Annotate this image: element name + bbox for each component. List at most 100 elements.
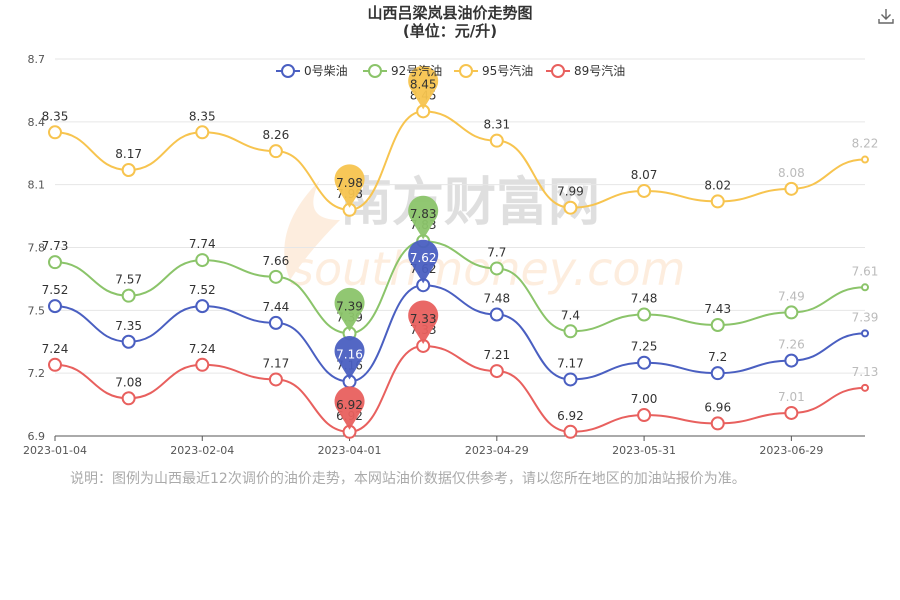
data-point[interactable] xyxy=(48,125,62,140)
y-tick-label: 8.7 xyxy=(28,53,46,66)
data-label: 6.96 xyxy=(704,400,731,414)
data-label: 7.01 xyxy=(778,390,805,404)
series-lines xyxy=(48,104,869,439)
legend-label: 89号汽油 xyxy=(574,63,625,78)
data-label: 7.35 xyxy=(115,319,142,333)
marker-pin-label: 7.16 xyxy=(336,348,363,362)
data-point[interactable] xyxy=(710,317,725,332)
data-point[interactable] xyxy=(784,405,799,420)
data-point[interactable] xyxy=(268,372,283,387)
data-point[interactable] xyxy=(710,416,725,431)
data-label: 7.26 xyxy=(778,338,805,352)
marker-pin: 8.45 xyxy=(408,65,439,110)
data-point[interactable] xyxy=(784,181,799,196)
data-label: 7.17 xyxy=(263,356,290,370)
legend-label: 0号柴油 xyxy=(304,64,348,78)
data-point[interactable] xyxy=(563,324,578,339)
y-tick-label: 7.5 xyxy=(28,304,46,317)
data-label: 7.73 xyxy=(42,239,69,253)
chart-title: 山西吕梁岚县油价走势图 xyxy=(367,4,533,22)
data-point[interactable] xyxy=(563,372,578,387)
data-point[interactable] xyxy=(48,357,62,372)
marker-pin-label: 7.83 xyxy=(410,207,437,221)
data-point[interactable] xyxy=(489,364,504,379)
legend-item[interactable]: 89号汽油 xyxy=(546,63,625,78)
data-label: 8.26 xyxy=(263,128,290,142)
marker-pin: 7.33 xyxy=(408,300,439,344)
data-point[interactable] xyxy=(489,307,504,322)
marker-pin: 7.39 xyxy=(334,287,365,332)
data-point[interactable] xyxy=(121,334,136,349)
data-point[interactable] xyxy=(637,408,652,423)
data-point[interactable] xyxy=(195,357,210,372)
marker-pin: 7.83 xyxy=(408,195,439,240)
data-point[interactable] xyxy=(121,391,136,406)
data-point[interactable] xyxy=(268,315,283,330)
data-label: 8.08 xyxy=(778,166,805,180)
data-point[interactable] xyxy=(48,255,62,270)
data-label: 7.39 xyxy=(852,310,879,324)
data-point[interactable] xyxy=(268,269,283,284)
data-label: 7.61 xyxy=(852,264,879,278)
data-label: 7.52 xyxy=(189,283,216,297)
data-label: 7.24 xyxy=(189,342,216,356)
legend-item[interactable]: 0号柴油 xyxy=(276,64,348,78)
x-tick-label: 2023-04-29 xyxy=(465,444,529,457)
download-button[interactable] xyxy=(876,6,896,26)
data-label: 7.74 xyxy=(189,237,216,251)
y-tick-label: 7.8 xyxy=(28,242,46,255)
data-label: 7.49 xyxy=(778,289,805,303)
marker-pin: 6.92 xyxy=(334,386,365,430)
data-point[interactable] xyxy=(861,155,869,164)
data-point[interactable] xyxy=(121,163,136,178)
data-label: 7.66 xyxy=(263,254,290,268)
x-tick-label: 2023-04-01 xyxy=(318,444,382,457)
marker-pin-label: 7.33 xyxy=(410,312,437,326)
data-point[interactable] xyxy=(48,299,62,314)
data-point[interactable] xyxy=(637,307,652,322)
series-line xyxy=(54,284,866,383)
legend: 0号柴油 92号汽油 95号汽油 89号汽油 xyxy=(276,63,625,78)
y-tick-label: 6.9 xyxy=(28,430,46,443)
data-point[interactable] xyxy=(121,288,136,303)
data-point[interactable] xyxy=(563,424,578,439)
data-point[interactable] xyxy=(784,305,799,320)
marker-pin-label: 8.45 xyxy=(410,77,437,91)
legend-icon xyxy=(551,64,565,78)
data-label: 7.13 xyxy=(852,365,879,379)
data-label: 8.22 xyxy=(852,137,879,151)
data-label: 8.17 xyxy=(115,147,142,161)
data-point[interactable] xyxy=(710,194,725,209)
data-label: 7.17 xyxy=(557,356,584,370)
data-point[interactable] xyxy=(784,353,799,368)
data-point[interactable] xyxy=(195,253,210,268)
legend-item[interactable]: 95号汽油 xyxy=(454,63,533,78)
y-tick-label: 7.2 xyxy=(28,367,46,380)
data-point[interactable] xyxy=(637,355,652,370)
data-point[interactable] xyxy=(861,383,869,392)
data-label: 7.4 xyxy=(561,308,580,322)
data-label: 8.31 xyxy=(483,118,510,132)
data-point[interactable] xyxy=(861,283,869,292)
data-point[interactable] xyxy=(489,133,504,148)
data-label: 7.21 xyxy=(483,348,510,362)
data-point[interactable] xyxy=(195,125,210,140)
data-point[interactable] xyxy=(489,261,504,276)
legend-label: 95号汽油 xyxy=(482,63,533,78)
legend-item[interactable]: 92号汽油 xyxy=(363,63,442,78)
data-label: 7.52 xyxy=(42,283,69,297)
data-label: 6.92 xyxy=(557,409,584,423)
data-point[interactable] xyxy=(268,144,283,159)
grid-lines xyxy=(55,58,865,437)
data-point[interactable] xyxy=(195,299,210,314)
data-point[interactable] xyxy=(563,200,578,215)
legend-icon xyxy=(368,64,382,78)
marker-pin-label: 6.92 xyxy=(336,398,363,412)
x-tick-label: 2023-01-04 xyxy=(23,444,87,457)
data-point[interactable] xyxy=(637,183,652,198)
data-point[interactable] xyxy=(861,329,869,338)
data-point[interactable] xyxy=(710,366,725,381)
series-line xyxy=(54,240,866,335)
data-label: 8.07 xyxy=(631,168,658,182)
